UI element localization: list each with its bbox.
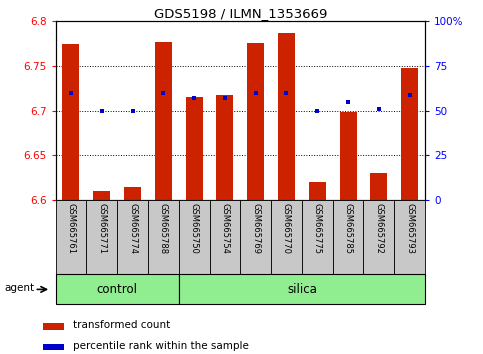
Title: GDS5198 / ILMN_1353669: GDS5198 / ILMN_1353669	[154, 7, 327, 20]
Bar	[86, 200, 117, 274]
Bar	[247, 43, 264, 200]
Text: GSM665750: GSM665750	[190, 203, 199, 254]
Text: GSM665754: GSM665754	[220, 203, 229, 254]
Bar	[278, 33, 295, 200]
Bar	[124, 187, 141, 200]
Bar	[179, 274, 425, 304]
Bar	[401, 68, 418, 200]
Bar	[370, 173, 387, 200]
Bar	[240, 200, 271, 274]
Text: agent: agent	[4, 283, 35, 293]
Bar	[216, 95, 233, 200]
Bar	[56, 274, 179, 304]
Text: silica: silica	[287, 283, 317, 296]
Text: GSM665793: GSM665793	[405, 203, 414, 254]
Text: GSM665769: GSM665769	[251, 203, 260, 254]
Bar	[56, 200, 86, 274]
Bar	[302, 200, 333, 274]
Bar	[340, 113, 356, 200]
Bar	[394, 200, 425, 274]
Bar	[179, 200, 210, 274]
Text: GSM665785: GSM665785	[343, 203, 353, 254]
Bar	[117, 200, 148, 274]
Text: GSM665761: GSM665761	[67, 203, 75, 254]
Text: GSM665774: GSM665774	[128, 203, 137, 254]
Text: control: control	[97, 283, 138, 296]
Text: GSM665771: GSM665771	[97, 203, 106, 254]
Bar	[271, 200, 302, 274]
Bar	[62, 44, 79, 200]
Text: GSM665770: GSM665770	[282, 203, 291, 254]
Bar	[210, 200, 240, 274]
Text: GSM665792: GSM665792	[374, 203, 384, 254]
Text: transformed count: transformed count	[72, 320, 170, 331]
Bar	[364, 200, 394, 274]
Bar	[155, 42, 172, 200]
Bar	[43, 324, 64, 330]
Bar	[93, 191, 110, 200]
Bar	[43, 344, 64, 350]
Text: GSM665775: GSM665775	[313, 203, 322, 254]
Text: GSM665788: GSM665788	[159, 203, 168, 254]
Bar	[148, 200, 179, 274]
Text: percentile rank within the sample: percentile rank within the sample	[72, 341, 249, 351]
Bar	[333, 200, 364, 274]
Bar	[309, 182, 326, 200]
Bar	[185, 97, 202, 200]
